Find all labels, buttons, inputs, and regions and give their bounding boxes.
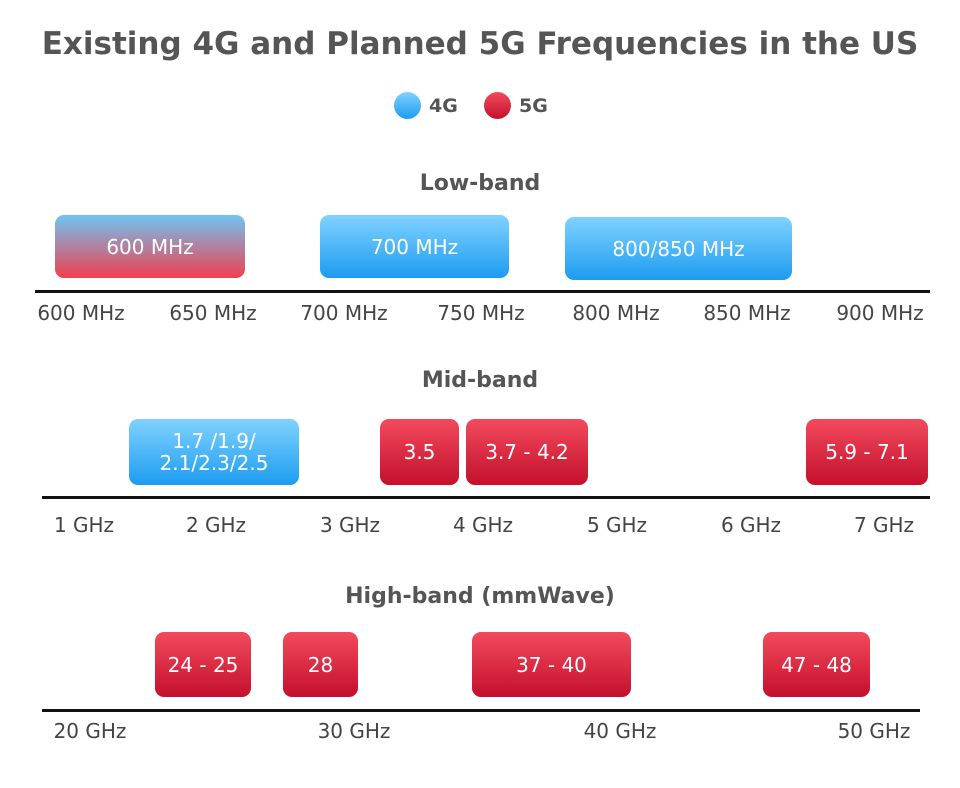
tick-label: 1 GHz: [53, 513, 115, 537]
tick-label: 600 MHz: [37, 301, 125, 325]
legend-5g: 5G: [484, 92, 548, 119]
band-47-48: 47 - 48: [763, 632, 870, 697]
band-37-40: 37 - 40: [472, 632, 631, 697]
tick-label: 900 MHz: [836, 301, 924, 325]
legend-5g-marker: [484, 92, 511, 119]
panel-heading-low: Low-band: [419, 171, 541, 196]
legend-4g-label: 4G: [429, 94, 458, 117]
tick-label: 20 GHz: [53, 719, 127, 743]
band-5.9-7.1: 5.9 - 7.1: [806, 419, 928, 485]
band-3.5: 3.5: [380, 419, 459, 485]
tick-label: 800 MHz: [572, 301, 660, 325]
tick-label: 850 MHz: [703, 301, 791, 325]
band-800-850: 800/850 MHz: [565, 217, 792, 280]
tick-label: 50 GHz: [837, 719, 911, 743]
axis-low: [35, 290, 930, 293]
tick-label: 2 GHz: [185, 513, 247, 537]
panel-heading-mid: Mid-band: [421, 368, 539, 393]
tick-label: 5 GHz: [586, 513, 648, 537]
tick-label: 40 GHz: [583, 719, 657, 743]
band-1.7-2.5: 1.7 /1.9/2.1/2.3/2.5: [129, 419, 299, 485]
band-3.7-4.2: 3.7 - 4.2: [466, 419, 588, 485]
axis-high: [42, 709, 920, 712]
band-28: 28: [283, 632, 358, 697]
band-600: 600 MHz: [55, 215, 245, 278]
tick-label: 750 MHz: [437, 301, 525, 325]
legend-5g-label: 5G: [519, 94, 548, 117]
tick-label: 650 MHz: [169, 301, 257, 325]
chart-title: Existing 4G and Planned 5G Frequencies i…: [41, 26, 919, 62]
axis-mid: [42, 496, 930, 499]
tick-label: 6 GHz: [720, 513, 782, 537]
band-700: 700 MHz: [320, 215, 509, 278]
band-24-25: 24 - 25: [155, 632, 251, 697]
legend-4g: 4G: [394, 92, 458, 119]
tick-label: 7 GHz: [853, 513, 915, 537]
legend-4g-marker: [394, 92, 421, 119]
tick-label: 700 MHz: [300, 301, 388, 325]
tick-label: 4 GHz: [452, 513, 514, 537]
tick-label: 3 GHz: [319, 513, 381, 537]
tick-label: 30 GHz: [317, 719, 391, 743]
panel-heading-high: High-band (mmWave): [345, 584, 615, 609]
